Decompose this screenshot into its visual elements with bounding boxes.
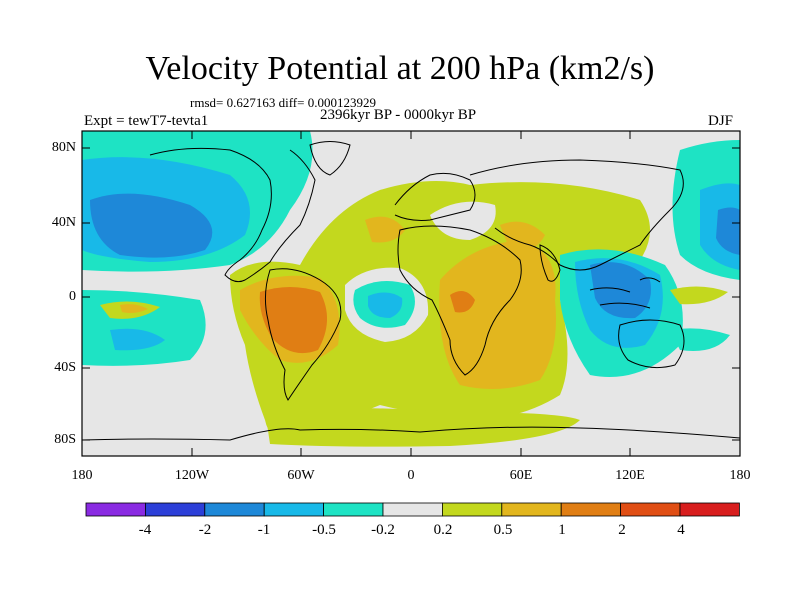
colorbar-swatch — [679, 502, 740, 517]
lat-label-80s: 80S — [54, 432, 76, 447]
colorbar-swatch — [501, 502, 562, 517]
colorbar-swatch — [85, 502, 146, 517]
colorbar-label: 2 — [618, 522, 626, 538]
coastline-antarctica — [81, 426, 741, 441]
lon-label-180w: 180 — [71, 468, 93, 483]
colorbar-label: -4 — [138, 522, 152, 538]
colorbar-label: 0.2 — [433, 522, 453, 538]
colorbar-swatch — [382, 502, 443, 517]
contour-pos-mid-nafrica — [365, 216, 405, 243]
contour-pos-mid-pacific-left — [120, 304, 148, 313]
experiment-label: Expt = tewT7-tevta1 — [84, 113, 209, 129]
colorbar — [85, 502, 740, 517]
coastline-south-america — [264, 268, 342, 401]
colorbar-label: 4 — [677, 522, 685, 538]
coastlines — [81, 141, 741, 441]
map-field — [82, 131, 740, 456]
coastline-europe — [394, 172, 476, 221]
coastline-north-america — [149, 147, 316, 283]
colorbar-label: -0.5 — [312, 522, 336, 538]
lon-label-0: 0 — [407, 468, 415, 483]
contour-pos-strong-africa — [450, 291, 475, 313]
contour-pos-strong-samerica — [259, 287, 328, 354]
lon-label-120e: 120E — [615, 468, 645, 483]
colorbar-label: 1 — [558, 522, 566, 538]
period-line: 2396kyr BP - 0000kyr BP — [320, 107, 477, 123]
lon-label-60w: 60W — [287, 468, 315, 483]
colorbar-label: -0.2 — [371, 522, 395, 538]
coastline-asia — [469, 159, 684, 271]
lat-label-40n: 40N — [51, 215, 76, 230]
season-label: DJF — [708, 113, 734, 129]
contour-pos-light-pacific-right — [670, 286, 728, 305]
contour-neg-strong-npac — [90, 193, 213, 258]
coastline-greenland — [309, 141, 351, 176]
contour-neg-mid-spac — [110, 328, 165, 351]
lat-label-80n: 80N — [51, 140, 76, 155]
contour-pos-light-south — [265, 407, 580, 447]
lon-label-180e: 180 — [729, 468, 751, 483]
contour-neg-light-sw — [670, 328, 730, 351]
axis-ticks — [82, 131, 740, 456]
coastline-australia — [618, 319, 685, 369]
colorbar-swatch — [263, 502, 325, 517]
contour-neutral-north — [430, 201, 496, 240]
colorbar-label: -2 — [198, 522, 212, 538]
colorbar-swatch — [620, 502, 681, 517]
colorbar-swatch — [441, 502, 503, 517]
lat-label-0: 0 — [69, 289, 76, 304]
contour-neg-strong-ne — [716, 207, 740, 255]
coastline-india — [539, 244, 561, 282]
chart-title: Velocity Potential at 200 hPa (km2/s) — [145, 50, 655, 87]
coastline-indonesia — [589, 277, 661, 309]
lat-label-40s: 40S — [54, 360, 76, 375]
lon-label-60e: 60E — [509, 468, 533, 483]
colorbar-label: -1 — [257, 522, 271, 538]
contour-pos-mid-arabia — [500, 221, 545, 251]
lon-label-120w: 120W — [174, 468, 210, 483]
colorbar-swatch — [204, 502, 265, 517]
contour-neg-atlantic-core — [368, 292, 403, 318]
colorbar-swatch — [323, 502, 384, 517]
stats-line: rmsd= 0.627163 diff= 0.000123929 — [190, 95, 376, 110]
coastline-africa — [397, 225, 522, 376]
contour-neg-light-spac — [82, 290, 206, 366]
colorbar-swatch — [560, 502, 622, 517]
colorbar-swatch — [144, 502, 206, 517]
colorbar-label: 0.5 — [493, 522, 513, 538]
